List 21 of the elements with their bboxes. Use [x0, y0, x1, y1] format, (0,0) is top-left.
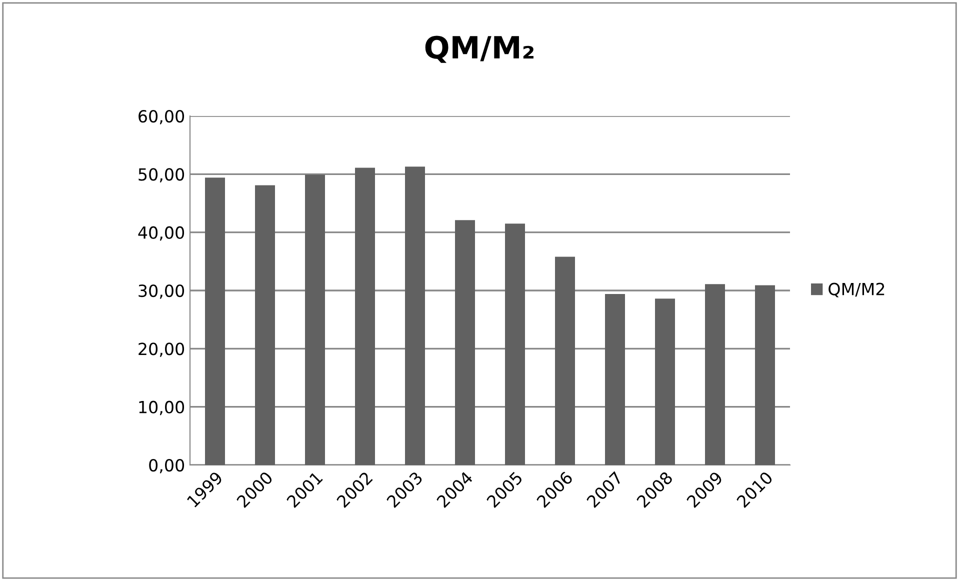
bar	[355, 168, 375, 465]
bar	[605, 294, 625, 465]
y-tick-label: 0,00	[149, 458, 184, 474]
bar	[255, 185, 275, 465]
bar	[705, 284, 725, 465]
y-tick-label: 30,00	[138, 284, 184, 299]
y-tick-label: 50,00	[138, 168, 184, 182]
bar	[455, 220, 475, 465]
bar	[555, 256, 575, 465]
chart-title: QM/M₂	[425, 36, 534, 63]
bar	[405, 166, 425, 465]
legend-label: QM/M2	[828, 282, 884, 298]
y-tick-label: 20,00	[138, 342, 184, 357]
bar	[655, 298, 675, 465]
bar	[755, 285, 775, 465]
y-tick-label: 60,00	[138, 110, 184, 124]
bar	[305, 174, 325, 465]
y-tick-label: 40,00	[138, 226, 184, 241]
bar	[205, 178, 225, 465]
bar	[505, 224, 525, 465]
y-tick-label: 10,00	[139, 400, 184, 416]
